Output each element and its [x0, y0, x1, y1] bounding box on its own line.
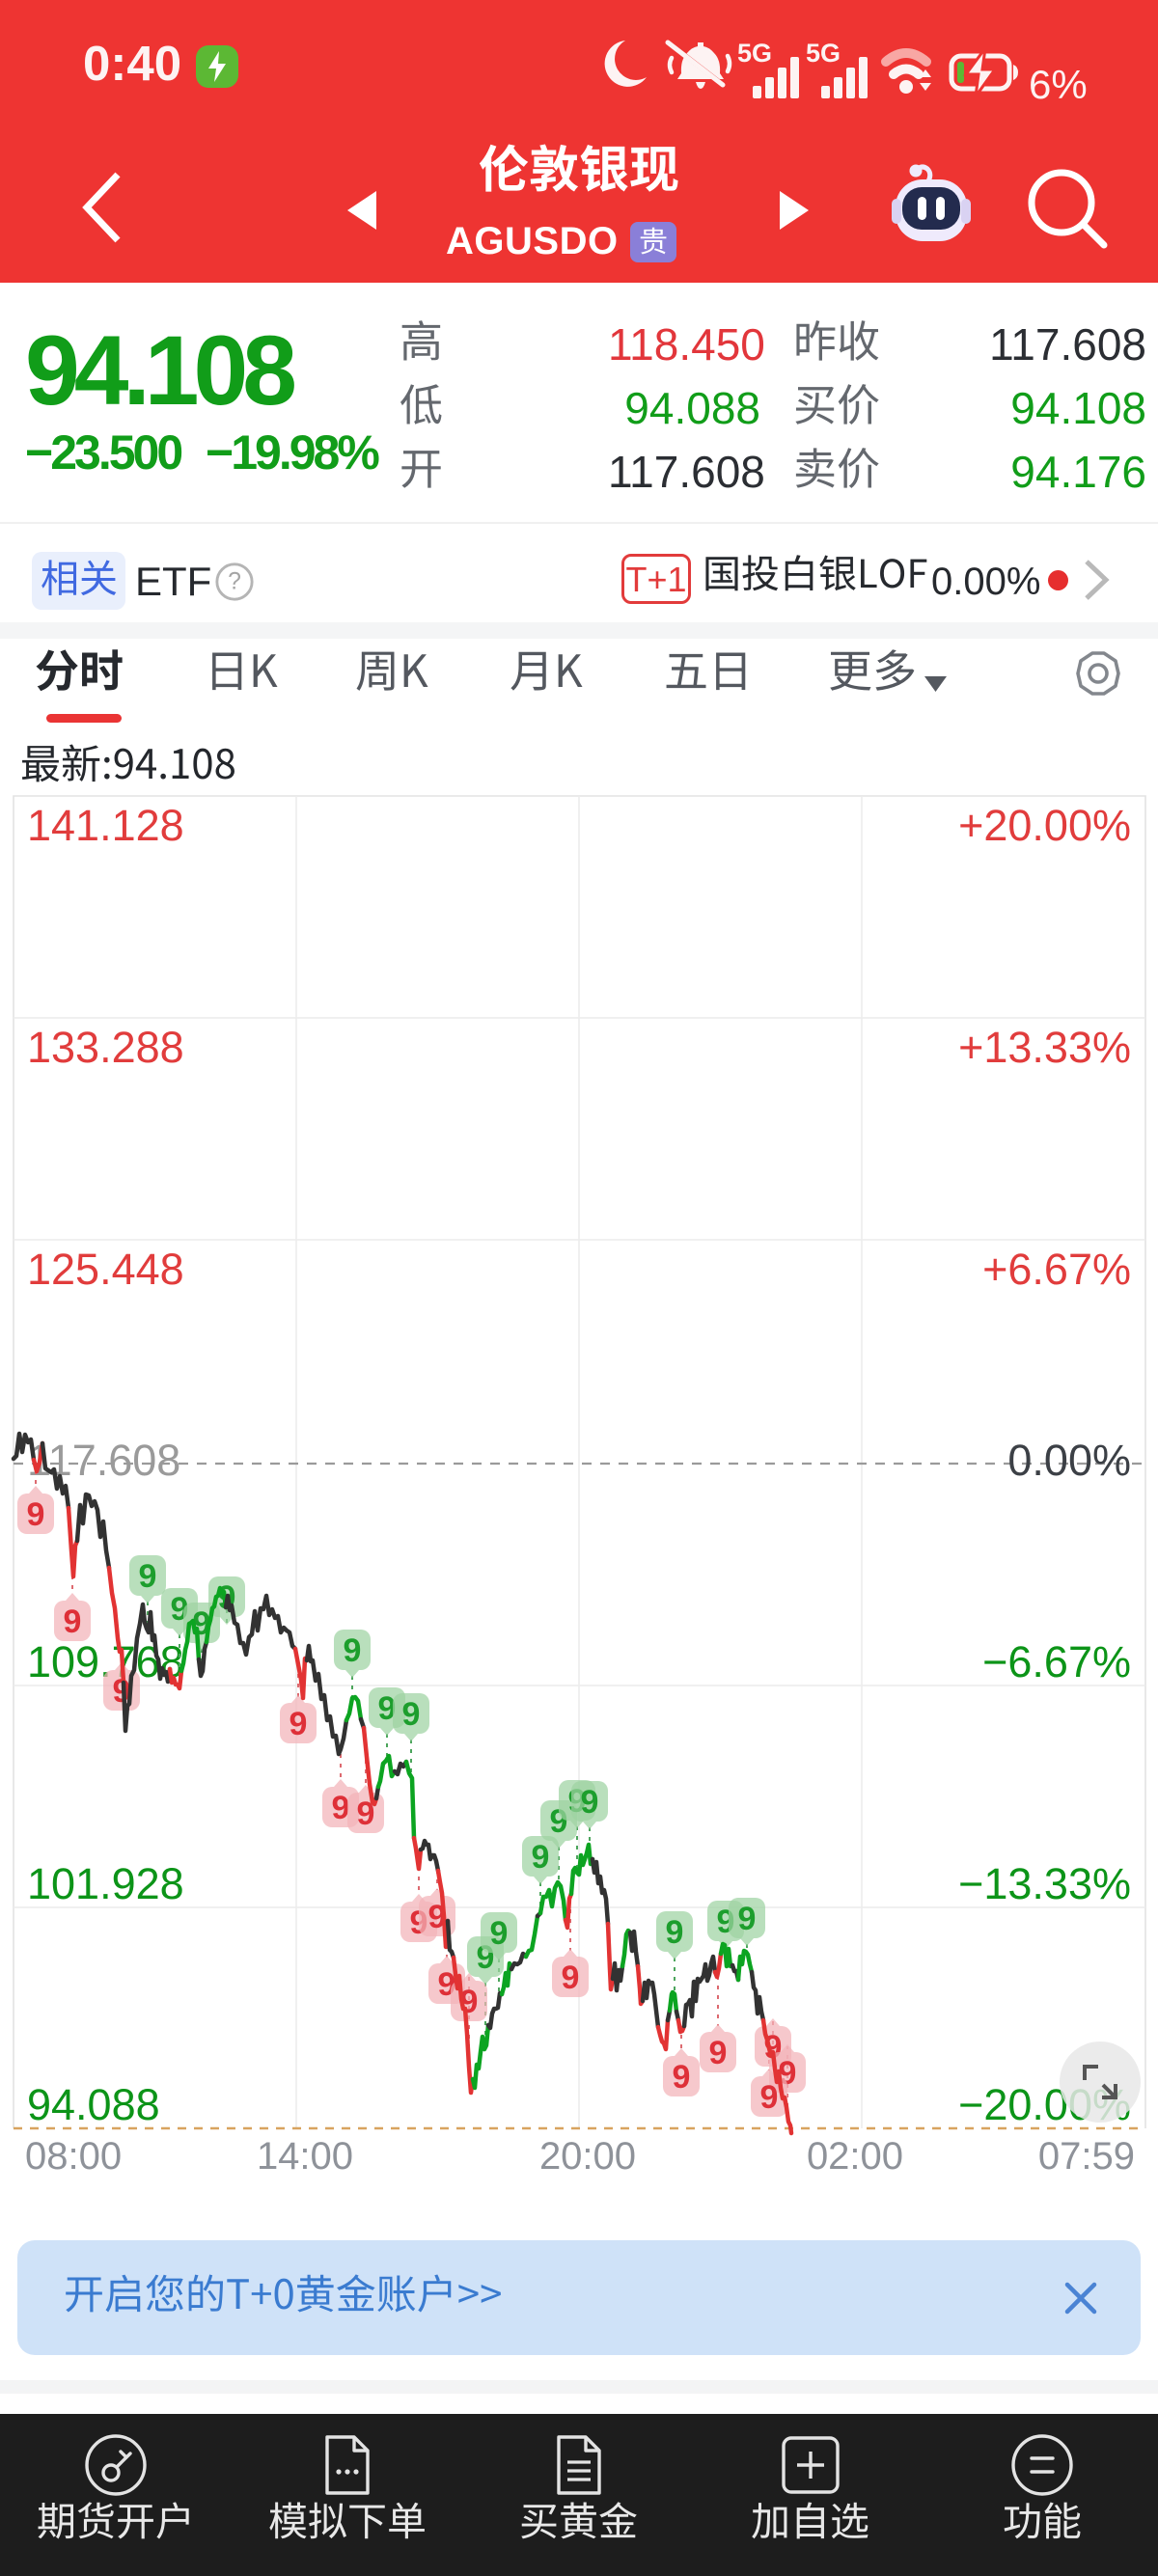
svg-text:9: 9	[378, 1690, 397, 1727]
svg-text:08:00: 08:00	[25, 2135, 122, 2178]
svg-text:20:00: 20:00	[539, 2135, 636, 2178]
svg-text:9: 9	[357, 1795, 375, 1832]
svg-text:125.448: 125.448	[27, 1245, 184, 1294]
svg-text:9: 9	[562, 1959, 580, 1996]
svg-text:9: 9	[490, 1915, 509, 1952]
svg-text:?: ?	[228, 569, 241, 595]
svg-text:+13.33%: +13.33%	[958, 1023, 1131, 1072]
svg-text:9: 9	[332, 1790, 350, 1826]
svg-text:117.608: 117.608	[27, 1436, 180, 1485]
svg-text:9: 9	[673, 2059, 691, 2096]
svg-text:14:00: 14:00	[257, 2135, 353, 2178]
svg-text:9: 9	[290, 1706, 308, 1742]
svg-text:+20.00%: +20.00%	[958, 801, 1131, 850]
svg-text:9: 9	[581, 1784, 599, 1821]
svg-text:9: 9	[709, 2035, 728, 2071]
svg-text:9: 9	[139, 1558, 157, 1595]
svg-text:94.088: 94.088	[27, 2080, 160, 2129]
svg-text:9: 9	[27, 1496, 45, 1533]
svg-text:5G: 5G	[806, 39, 841, 68]
svg-text:07:59: 07:59	[1038, 2135, 1135, 2178]
svg-text:−6.67%: −6.67%	[982, 1637, 1131, 1686]
svg-text:−13.33%: −13.33%	[958, 1859, 1131, 1908]
svg-text:5G: 5G	[737, 39, 772, 68]
svg-text:9: 9	[344, 1632, 362, 1669]
svg-text:141.128: 141.128	[27, 801, 184, 850]
svg-text:02:00: 02:00	[807, 2135, 903, 2178]
svg-text:+6.67%: +6.67%	[982, 1245, 1131, 1294]
svg-text:133.288: 133.288	[27, 1023, 184, 1072]
svg-text:9: 9	[738, 1901, 757, 1937]
svg-text:6%: 6%	[1029, 62, 1088, 106]
svg-text:9: 9	[64, 1603, 82, 1640]
svg-text:0.00%: 0.00%	[1007, 1436, 1131, 1485]
svg-text:9: 9	[402, 1696, 421, 1733]
svg-text:9: 9	[532, 1839, 550, 1876]
svg-text:9: 9	[666, 1914, 684, 1951]
svg-text:101.928: 101.928	[27, 1859, 184, 1908]
svg-text:9: 9	[760, 2079, 779, 2116]
